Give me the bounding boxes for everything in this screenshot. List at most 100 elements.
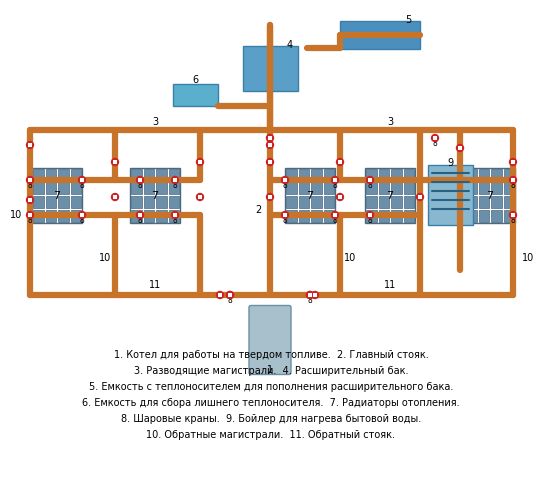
Bar [58, 210, 68, 221]
Bar [33, 196, 43, 208]
Text: 3: 3 [152, 117, 158, 127]
Bar [228, 293, 232, 297]
Bar [313, 293, 317, 297]
Bar [28, 213, 31, 217]
Circle shape [509, 159, 516, 165]
Bar [418, 195, 422, 199]
Bar [378, 196, 389, 208]
Bar [286, 196, 296, 208]
Text: 8: 8 [28, 181, 33, 190]
Text: 7: 7 [53, 191, 61, 201]
Text: 5. Емкость с теплоносителем для пополнения расширительного бака.: 5. Емкость с теплоносителем для пополнен… [89, 382, 453, 392]
Text: 8: 8 [137, 181, 142, 190]
Bar [168, 196, 179, 208]
Text: 8: 8 [433, 139, 437, 148]
Bar [368, 178, 372, 182]
Text: 8: 8 [308, 296, 312, 305]
Bar [131, 196, 142, 208]
Bar [113, 195, 117, 199]
Bar [198, 195, 202, 199]
Text: 8: 8 [228, 296, 232, 305]
Bar [366, 210, 376, 221]
Bar [512, 213, 515, 217]
Bar [378, 182, 389, 194]
Bar [286, 210, 296, 221]
Bar [168, 169, 179, 180]
Circle shape [509, 176, 516, 184]
Bar [32, 167, 82, 222]
Bar [143, 169, 154, 180]
Circle shape [281, 176, 288, 184]
Bar [308, 293, 312, 297]
Circle shape [367, 176, 374, 184]
Circle shape [267, 194, 274, 200]
Bar [512, 178, 515, 182]
Bar [138, 213, 142, 217]
Bar [286, 182, 296, 194]
Bar [366, 182, 376, 194]
Bar [268, 136, 272, 140]
Bar [143, 182, 154, 194]
Bar [503, 196, 514, 208]
Circle shape [79, 211, 85, 218]
Bar [28, 143, 31, 147]
Circle shape [267, 159, 274, 165]
Bar [46, 210, 56, 221]
Bar [33, 182, 43, 194]
Circle shape [172, 211, 179, 218]
Text: 6. Емкость для сбора лишнего теплоносителя.  7. Радиаторы отопления.: 6. Емкость для сбора лишнего теплоносите… [82, 398, 460, 408]
Bar [333, 213, 337, 217]
Bar [378, 210, 389, 221]
Bar [311, 210, 321, 221]
Bar [466, 169, 477, 180]
Bar [58, 196, 68, 208]
Circle shape [217, 292, 224, 298]
Text: 8: 8 [80, 181, 84, 190]
Bar [71, 196, 81, 208]
Circle shape [509, 211, 516, 218]
Bar [33, 210, 43, 221]
Text: 10: 10 [344, 253, 356, 263]
Bar [333, 178, 337, 182]
Circle shape [267, 134, 274, 141]
Text: 5: 5 [405, 15, 411, 25]
Bar [156, 210, 167, 221]
Text: 10: 10 [99, 253, 111, 263]
Circle shape [331, 176, 338, 184]
Bar [478, 182, 489, 194]
Bar [285, 167, 335, 222]
Bar [338, 195, 342, 199]
Text: 8: 8 [173, 216, 178, 225]
Bar [156, 182, 167, 194]
Bar [308, 293, 312, 297]
Bar [478, 169, 489, 180]
Bar [71, 182, 81, 194]
Circle shape [331, 211, 338, 218]
Bar [503, 182, 514, 194]
Bar [131, 169, 142, 180]
Bar [403, 169, 414, 180]
Text: 8: 8 [28, 216, 33, 225]
Bar [71, 169, 81, 180]
Bar [156, 196, 167, 208]
Bar [491, 182, 502, 194]
Bar [491, 210, 502, 221]
Circle shape [172, 176, 179, 184]
Bar [338, 160, 342, 164]
Bar [311, 196, 321, 208]
Circle shape [312, 292, 319, 298]
Bar [268, 143, 272, 147]
Bar [503, 210, 514, 221]
Bar [458, 146, 462, 150]
Text: 10. Обратные магистрали.  11. Обратный стояк.: 10. Обратные магистрали. 11. Обратный ст… [147, 430, 395, 440]
Circle shape [337, 159, 344, 165]
Bar [503, 169, 514, 180]
Bar [268, 160, 272, 164]
Bar [391, 182, 401, 194]
Bar [131, 182, 142, 194]
Bar [403, 210, 414, 221]
Text: 8: 8 [368, 181, 372, 190]
Circle shape [226, 292, 233, 298]
Bar [138, 178, 142, 182]
Bar [46, 182, 56, 194]
